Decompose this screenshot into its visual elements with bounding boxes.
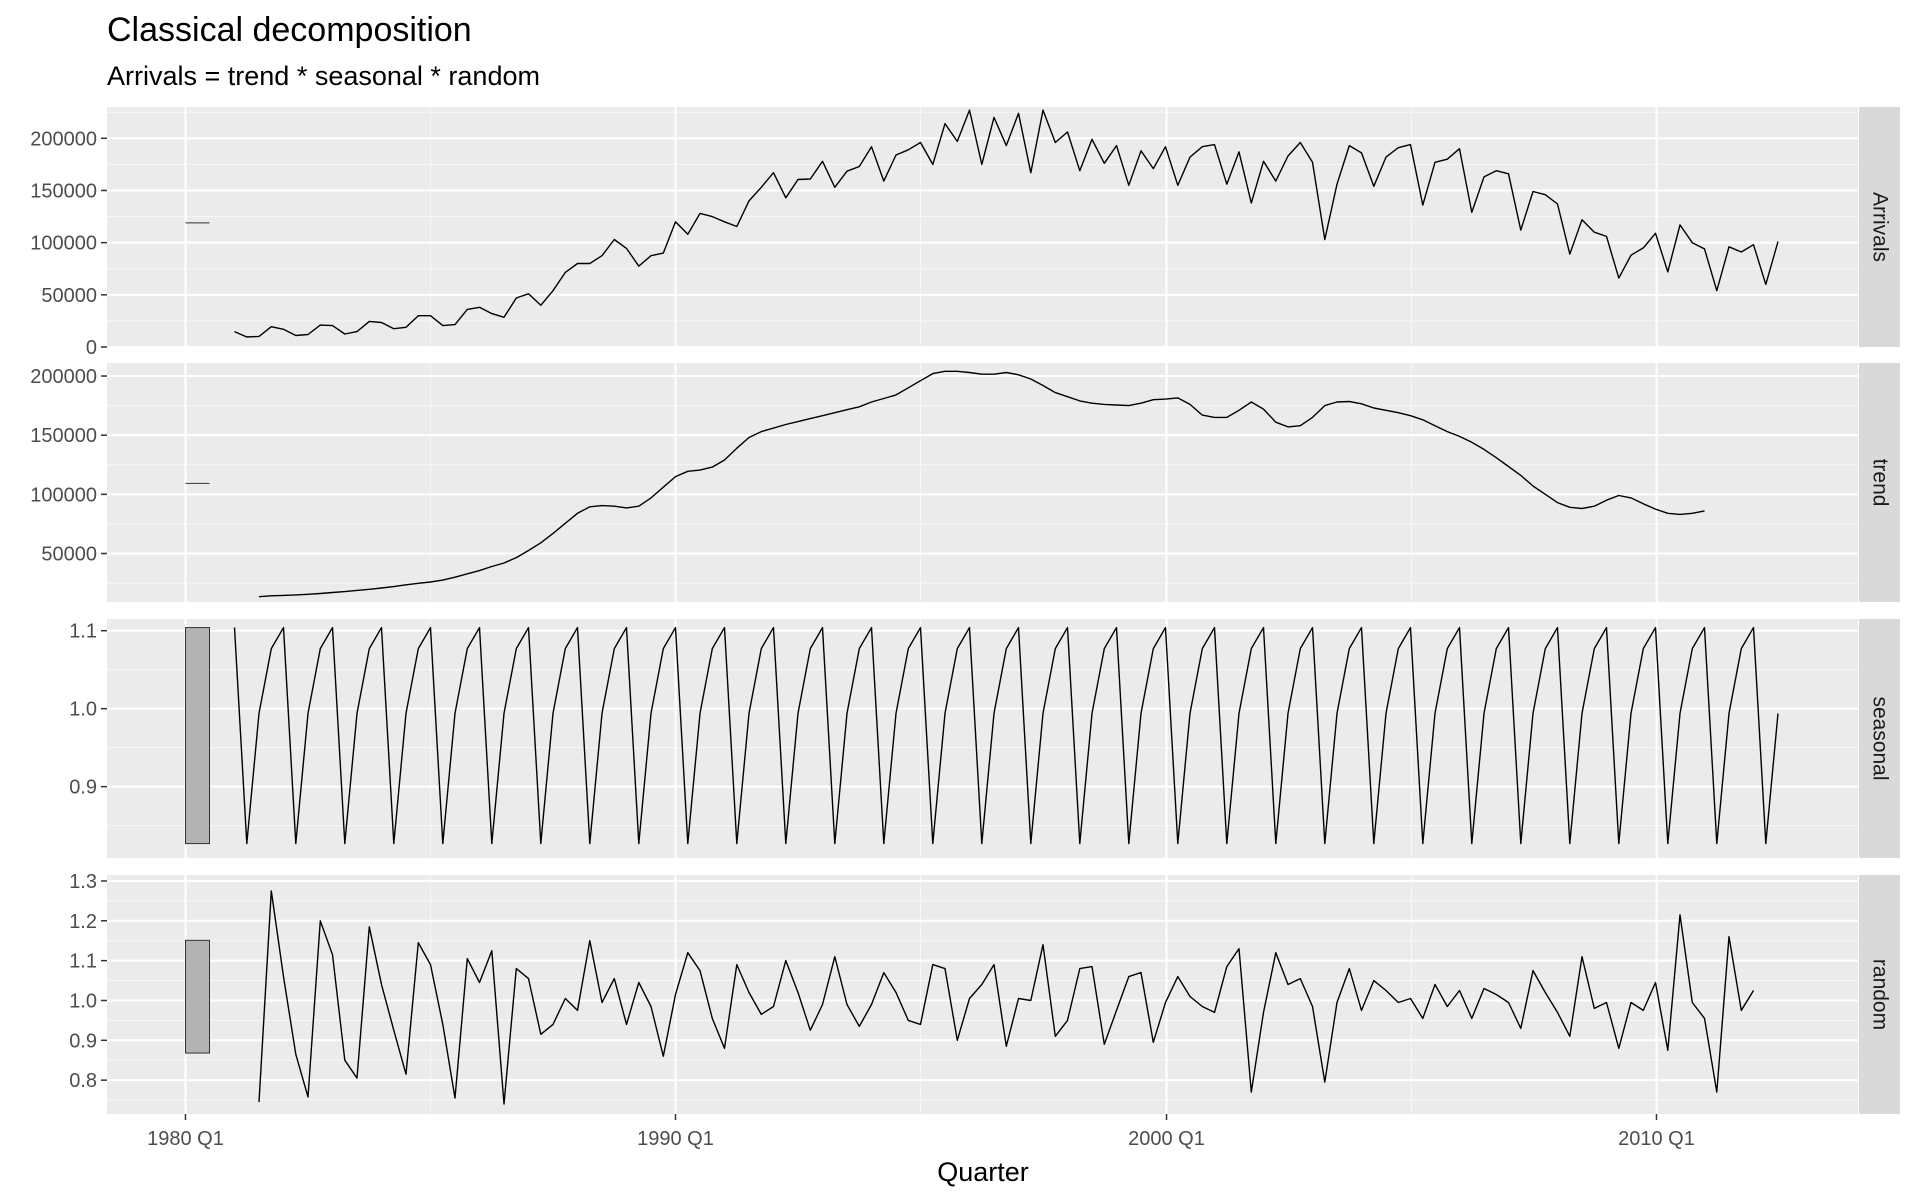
y-tick-label: 0 bbox=[86, 337, 97, 359]
x-tick-label: 2010 Q1 bbox=[1618, 1128, 1695, 1150]
y-tick-label: 150000 bbox=[30, 425, 97, 447]
x-tick-label: 1980 Q1 bbox=[147, 1128, 224, 1150]
panel-seasonal: 0.9 1.0 1.1 seasonal bbox=[69, 619, 1900, 858]
facet-strip-label: trend bbox=[1869, 459, 1892, 507]
x-tick-label: 2000 Q1 bbox=[1128, 1128, 1205, 1150]
y-tick-label: 1.3 bbox=[69, 871, 97, 893]
y-tick-label: 1.2 bbox=[69, 911, 97, 933]
facet-strip-label: Arrivals bbox=[1869, 192, 1892, 262]
series-line-arrivals bbox=[234, 109, 1779, 338]
panel-background bbox=[107, 363, 1858, 602]
y-tick-label: 1.1 bbox=[69, 951, 97, 973]
chart-title: Classical decomposition bbox=[107, 11, 472, 49]
facet-strip bbox=[1859, 875, 1900, 1114]
y-tick-label: 50000 bbox=[41, 285, 97, 307]
y-tick-label: 200000 bbox=[30, 366, 97, 388]
y-tick-label: 1.1 bbox=[69, 621, 97, 643]
facet-strip bbox=[1859, 363, 1900, 602]
y-tick-label: 150000 bbox=[30, 180, 97, 202]
panel-background bbox=[107, 875, 1858, 1114]
x-axis-title: Quarter bbox=[937, 1157, 1029, 1187]
y-tick-label: 100000 bbox=[30, 233, 97, 255]
x-tick-label: 1990 Q1 bbox=[637, 1128, 714, 1150]
series-line-random bbox=[258, 890, 1755, 1105]
panel-random: 0.8 0.9 1.0 1.1 1.2 1.3 random bbox=[69, 871, 1900, 1114]
y-tick-label: 100000 bbox=[30, 484, 97, 506]
y-tick-label: 1.0 bbox=[69, 990, 97, 1012]
y-tick-label: 1.0 bbox=[69, 699, 97, 721]
panel-background bbox=[107, 107, 1858, 347]
series-line-seasonal bbox=[233, 626, 1779, 845]
y-tick-label: 50000 bbox=[41, 543, 97, 565]
series-line-trend bbox=[258, 370, 1705, 598]
y-tick-label: 0.9 bbox=[69, 777, 97, 799]
y-tick-label: 0.8 bbox=[69, 1070, 97, 1092]
facet-strip-label: random bbox=[1869, 959, 1892, 1030]
scale-bar bbox=[185, 627, 210, 845]
y-tick-label: 200000 bbox=[30, 128, 97, 150]
chart-subtitle: Arrivals = trend * seasonal * random bbox=[107, 61, 540, 91]
panel-arrivals: 0 50000 100000 150000 200000 Arrivals bbox=[30, 107, 1900, 359]
facet-strip-label: seasonal bbox=[1869, 696, 1892, 780]
panel-background bbox=[107, 619, 1858, 858]
facet-strip bbox=[1859, 107, 1900, 347]
facet-strip bbox=[1859, 619, 1900, 858]
y-tick-label: 0.9 bbox=[69, 1030, 97, 1052]
facet-panels: 0 50000 100000 150000 200000 Arrivals 50000 100… bbox=[30, 107, 1900, 1114]
x-axis: 1980 Q1 1990 Q1 2000 Q1 2010 Q1 bbox=[147, 1114, 1695, 1150]
scale-bar bbox=[185, 939, 210, 1054]
panel-trend: 50000 100000 150000 200000 trend bbox=[30, 363, 1900, 602]
